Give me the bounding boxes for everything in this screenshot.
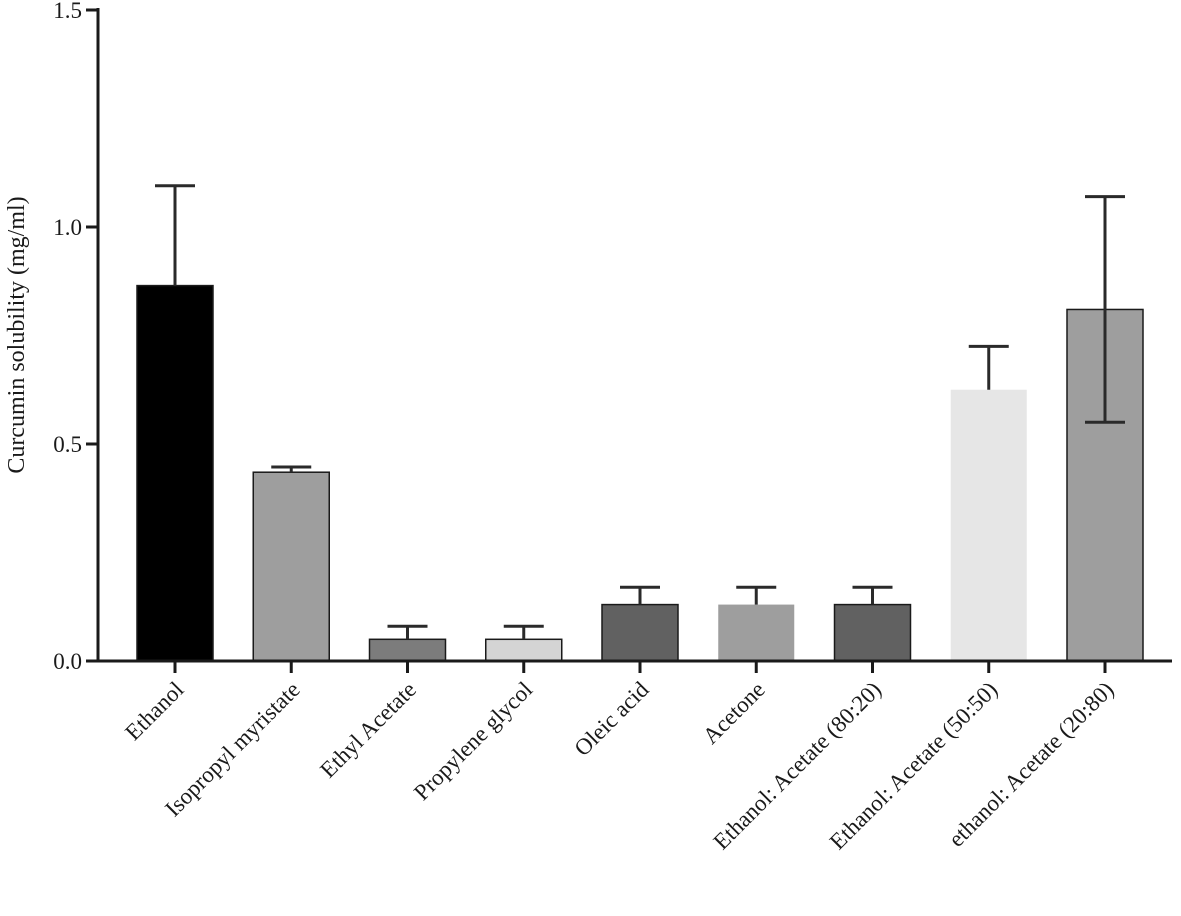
x-category-label: Oleic acid [569,677,653,761]
x-category-label: Ethanol [120,677,188,745]
bar [368,638,447,662]
bar [252,471,330,662]
y-tick-label: 0.0 [53,649,82,674]
y-axis-label: Curcumin solubility (mg/ml) [4,196,30,473]
bar [833,603,912,662]
bar [136,284,214,662]
bars-group [136,284,1144,662]
x-category-label: Propylene glycol [409,677,537,805]
bar [601,603,679,662]
y-tick-label: 1.0 [53,215,82,240]
y-axis: 0.0 0.5 1.0 1.5 [53,0,100,674]
bar [485,638,563,662]
y-tick-label: 0.5 [53,432,82,457]
x-category-label: Ethyl Acetate [315,677,421,783]
bar [950,389,1027,661]
x-category-label: Acetone [698,677,770,749]
error-bars-group [155,184,1125,640]
bar [718,604,795,661]
y-tick-label: 1.5 [53,0,82,23]
